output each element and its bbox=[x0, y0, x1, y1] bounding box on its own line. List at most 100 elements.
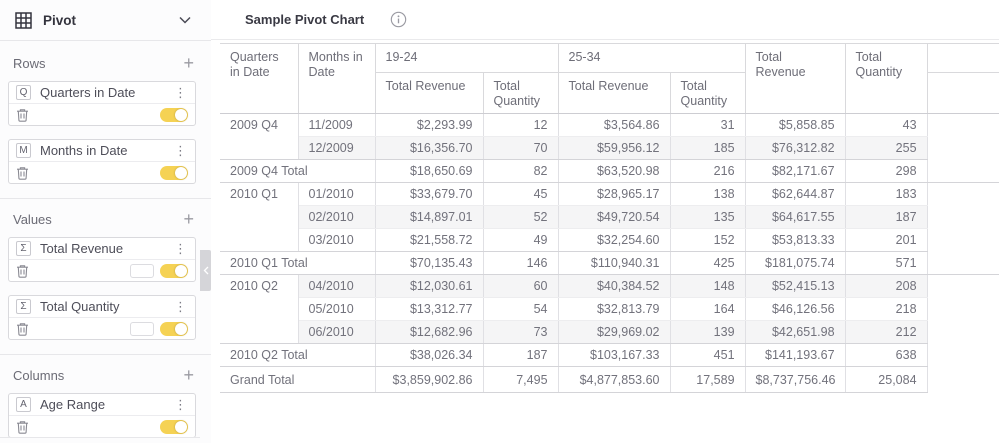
visibility-toggle[interactable] bbox=[160, 263, 188, 278]
pivot-config-panel: Pivot Rows + Q Quarters in Date ⋮ bbox=[0, 0, 211, 443]
add-column-field-button[interactable]: + bbox=[183, 365, 194, 385]
value-cell: $14,897.01 bbox=[375, 205, 484, 229]
kebab-menu-icon[interactable]: ⋮ bbox=[174, 143, 187, 158]
value-cell: $103,167.33 bbox=[558, 343, 671, 367]
kebab-menu-icon[interactable]: ⋮ bbox=[174, 397, 187, 412]
field-type-badge: Q bbox=[16, 85, 31, 100]
value-cell: $82,171.67 bbox=[745, 159, 846, 183]
field-card-age-range: A Age Range ⋮ bbox=[8, 393, 196, 438]
trailing-empty-cell bbox=[927, 275, 999, 298]
value-cell: $18,650.69 bbox=[375, 159, 484, 183]
sidebar-divider bbox=[0, 437, 200, 438]
value-cell: 138 bbox=[670, 182, 746, 206]
visibility-toggle[interactable] bbox=[160, 321, 188, 336]
value-cell: $46,126.56 bbox=[745, 297, 846, 321]
subcol-total-revenue-25-34: Total Revenue bbox=[558, 72, 671, 114]
pivot-month-row: 02/2010 $14,897.01 52 $49,720.54 135 $64,617.… bbox=[220, 205, 999, 229]
collapse-panel-handle[interactable] bbox=[200, 250, 211, 291]
pivot-month-row: 12/2009 $16,356.70 70 $59,956.12 185 $76,312.… bbox=[220, 136, 999, 160]
section-rows: Rows + Q Quarters in Date ⋮ M bbox=[0, 41, 211, 198]
panel-header: Pivot bbox=[0, 0, 211, 41]
trash-icon[interactable] bbox=[16, 322, 29, 336]
value-cell: $13,312.77 bbox=[375, 297, 484, 321]
field-label: Quarters in Date bbox=[40, 85, 136, 100]
value-cell: $28,965.17 bbox=[558, 182, 671, 206]
pivot-total-row: 2010 Q1 Total $70,135.43 146 $110,940.31 425… bbox=[220, 251, 999, 275]
pivot-month-row: 2010 Q1 01/2010 $33,679.70 45 $28,965.17 138 $… bbox=[220, 182, 999, 206]
pivot-month-row: 2009 Q4 11/2009 $2,293.99 12 $3,564.86 31 $5,8… bbox=[220, 113, 999, 137]
value-cell: 638 bbox=[845, 343, 928, 367]
value-cell: $59,956.12 bbox=[558, 136, 671, 160]
kebab-menu-icon[interactable]: ⋮ bbox=[174, 85, 187, 100]
field-card-quarters: Q Quarters in Date ⋮ bbox=[8, 81, 196, 126]
quarter-cell bbox=[220, 297, 299, 321]
value-cell: $16,356.70 bbox=[375, 136, 484, 160]
value-cell: 45 bbox=[483, 182, 559, 206]
month-cell: 04/2010 bbox=[298, 274, 376, 298]
trailing-header-cell bbox=[927, 43, 999, 73]
format-pill-button[interactable] bbox=[130, 263, 154, 278]
value-cell: 187 bbox=[845, 205, 928, 229]
pivot-month-row: 06/2010 $12,682.96 73 $29,969.02 139 $42,651.… bbox=[220, 320, 999, 344]
value-cell: 7,495 bbox=[483, 366, 559, 393]
value-cell: $52,415.13 bbox=[745, 274, 846, 298]
pivot-month-row: 03/2010 $21,558.72 49 $32,254.60 152 $53,813.… bbox=[220, 228, 999, 252]
total-label-cell: Grand Total bbox=[220, 366, 376, 393]
field-label: Total Revenue bbox=[40, 241, 124, 256]
value-cell: 216 bbox=[670, 159, 746, 183]
chevron-down-icon[interactable] bbox=[179, 16, 191, 24]
field-label: Total Quantity bbox=[40, 299, 120, 314]
quarter-cell: 2010 Q2 bbox=[220, 274, 299, 298]
value-cell: 49 bbox=[483, 228, 559, 252]
info-icon[interactable] bbox=[390, 11, 407, 28]
kebab-menu-icon[interactable]: ⋮ bbox=[174, 241, 187, 256]
value-cell: $3,859,902.86 bbox=[375, 366, 484, 393]
value-cell: 60 bbox=[483, 274, 559, 298]
value-cell: $63,520.98 bbox=[558, 159, 671, 183]
pivot-month-row: 05/2010 $13,312.77 54 $32,813.79 164 $46,126.… bbox=[220, 297, 999, 321]
add-row-field-button[interactable]: + bbox=[183, 53, 194, 73]
trash-icon[interactable] bbox=[16, 108, 29, 122]
value-cell: $110,940.31 bbox=[558, 251, 671, 275]
trailing-empty-cell bbox=[927, 206, 999, 229]
field-label: Age Range bbox=[40, 397, 106, 412]
trailing-empty-cell bbox=[927, 229, 999, 252]
visibility-toggle[interactable] bbox=[160, 107, 188, 122]
field-card-total-revenue: Σ Total Revenue ⋮ bbox=[8, 237, 196, 282]
section-columns: Columns + A Age Range ⋮ bbox=[0, 354, 211, 443]
value-cell: 25,084 bbox=[845, 366, 928, 393]
value-cell: $8,737,756.46 bbox=[745, 366, 846, 393]
value-cell: 148 bbox=[670, 274, 746, 298]
add-value-field-button[interactable]: + bbox=[183, 209, 194, 229]
value-cell: 255 bbox=[845, 136, 928, 160]
value-cell: 571 bbox=[845, 251, 928, 275]
value-cell: $40,384.52 bbox=[558, 274, 671, 298]
month-cell: 12/2009 bbox=[298, 136, 376, 160]
field-type-badge: A bbox=[16, 397, 31, 412]
trash-icon[interactable] bbox=[16, 166, 29, 180]
field-type-badge: Σ bbox=[16, 241, 31, 256]
report-title-bar: Sample Pivot Chart bbox=[211, 0, 999, 40]
trailing-empty-cell bbox=[927, 344, 999, 367]
value-cell: 451 bbox=[670, 343, 746, 367]
value-cell: 185 bbox=[670, 136, 746, 160]
visibility-toggle[interactable] bbox=[160, 165, 188, 180]
pivot-month-row: 2010 Q2 04/2010 $12,030.61 60 $40,384.52 148 $… bbox=[220, 274, 999, 298]
value-cell: 52 bbox=[483, 205, 559, 229]
page-title: Sample Pivot Chart bbox=[245, 12, 365, 27]
value-cell: $64,617.55 bbox=[745, 205, 846, 229]
visibility-toggle[interactable] bbox=[160, 419, 188, 434]
total-label-cell: 2010 Q2 Total bbox=[220, 343, 376, 367]
format-pill-button[interactable] bbox=[130, 321, 154, 336]
trailing-empty-cell bbox=[927, 137, 999, 160]
field-card-total-quantity: Σ Total Quantity ⋮ bbox=[8, 295, 196, 340]
trash-icon[interactable] bbox=[16, 420, 29, 434]
kebab-menu-icon[interactable]: ⋮ bbox=[174, 299, 187, 314]
month-cell: 01/2010 bbox=[298, 182, 376, 206]
pivot-table-container: Quarters in Date Months in Date 19-24 25… bbox=[220, 43, 999, 393]
value-cell: $49,720.54 bbox=[558, 205, 671, 229]
trailing-empty-cell bbox=[927, 298, 999, 321]
subcol-total-quantity-25-34: Total Quantity bbox=[670, 72, 746, 114]
trash-icon[interactable] bbox=[16, 264, 29, 278]
quarter-cell bbox=[220, 136, 299, 160]
